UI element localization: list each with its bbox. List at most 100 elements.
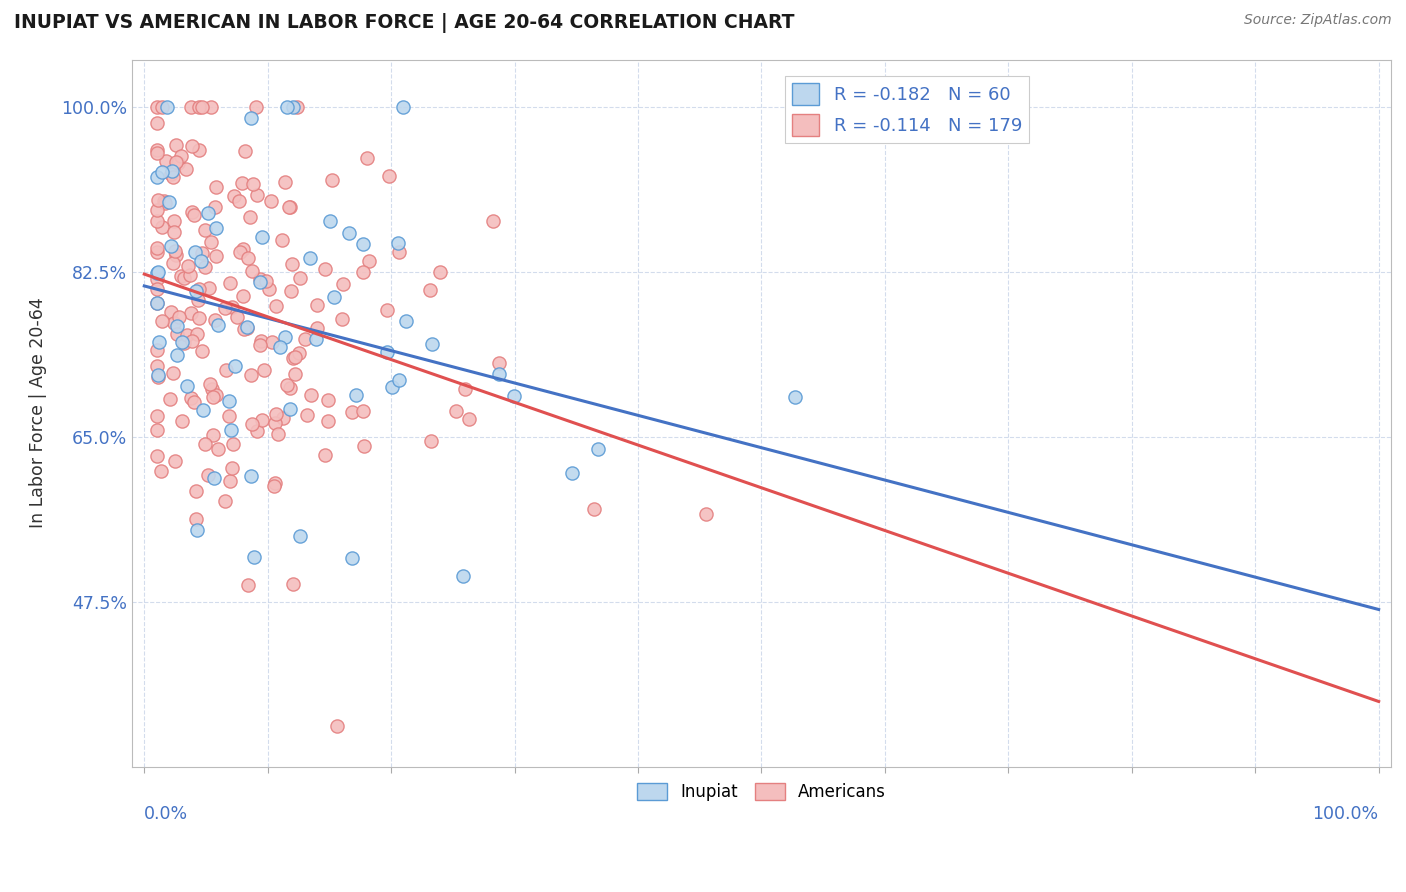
Point: [191, 100, 214, 114]
Point: [194, 260, 217, 274]
Point: [180, 391, 202, 405]
Point: [337, 226, 360, 240]
Point: [150, 464, 173, 478]
Point: [314, 448, 336, 462]
Point: [238, 577, 260, 591]
Point: [174, 161, 197, 176]
Point: [288, 346, 311, 360]
Point: [187, 293, 209, 307]
Point: [221, 461, 243, 475]
Point: [278, 402, 301, 417]
Point: [352, 264, 374, 278]
Point: [242, 177, 264, 191]
Point: [250, 230, 273, 244]
Point: [288, 529, 311, 543]
Point: [233, 322, 256, 336]
Point: [145, 143, 167, 157]
Point: [283, 351, 305, 365]
Point: [378, 169, 401, 183]
Point: [176, 379, 198, 393]
Point: [205, 180, 228, 194]
Point: [381, 379, 404, 393]
Point: [326, 719, 349, 733]
Point: [281, 100, 304, 114]
Point: [145, 242, 167, 256]
Point: [285, 100, 308, 114]
Point: [356, 151, 378, 165]
Point: [262, 334, 284, 349]
Point: [145, 281, 167, 295]
Point: [204, 313, 226, 327]
Point: [156, 100, 179, 114]
Point: [176, 259, 198, 273]
Point: [207, 442, 229, 456]
Point: [194, 436, 217, 450]
Point: [201, 382, 224, 396]
Point: [246, 425, 269, 439]
Point: [160, 164, 183, 178]
Point: [163, 213, 186, 227]
Point: [277, 200, 299, 214]
Point: [145, 343, 167, 358]
Point: [394, 314, 416, 328]
Point: [454, 382, 477, 396]
Point: [150, 164, 173, 178]
Point: [200, 235, 222, 250]
Point: [179, 268, 201, 282]
Point: [481, 213, 503, 227]
Point: [145, 359, 167, 373]
Point: [588, 442, 610, 456]
Point: [167, 156, 190, 170]
Point: [222, 437, 245, 451]
Point: [170, 149, 193, 163]
Point: [304, 332, 326, 346]
Point: [198, 376, 221, 391]
Point: [274, 175, 297, 189]
Point: [224, 359, 246, 373]
Point: [264, 299, 287, 313]
Point: [204, 201, 226, 215]
Point: [332, 277, 354, 291]
Point: [160, 305, 183, 319]
Point: [229, 245, 252, 260]
Point: [197, 467, 219, 482]
Point: [444, 404, 467, 418]
Point: [239, 368, 262, 382]
Point: [249, 338, 271, 352]
Point: [264, 407, 287, 421]
Point: [458, 412, 481, 426]
Point: [314, 262, 336, 277]
Point: [263, 479, 285, 493]
Point: [274, 329, 297, 343]
Point: [145, 272, 167, 286]
Point: [249, 271, 271, 285]
Point: [186, 523, 208, 537]
Point: [166, 348, 188, 362]
Point: [352, 404, 374, 418]
Point: [169, 310, 191, 324]
Point: [205, 221, 228, 235]
Point: [783, 390, 806, 404]
Point: [198, 281, 221, 295]
Point: [488, 356, 510, 370]
Point: [145, 170, 167, 185]
Point: [160, 238, 183, 252]
Point: [330, 312, 353, 326]
Point: [284, 367, 307, 381]
Point: [488, 367, 510, 381]
Point: [146, 214, 169, 228]
Point: [245, 100, 267, 114]
Point: [276, 100, 298, 114]
Point: [249, 275, 271, 289]
Point: [353, 439, 375, 453]
Point: [148, 334, 170, 349]
Point: [176, 328, 198, 343]
Point: [180, 306, 202, 320]
Point: [218, 409, 240, 423]
Point: [232, 289, 254, 303]
Point: [225, 310, 247, 325]
Point: [173, 271, 195, 285]
Point: [299, 388, 322, 402]
Point: [187, 100, 209, 114]
Point: [145, 409, 167, 423]
